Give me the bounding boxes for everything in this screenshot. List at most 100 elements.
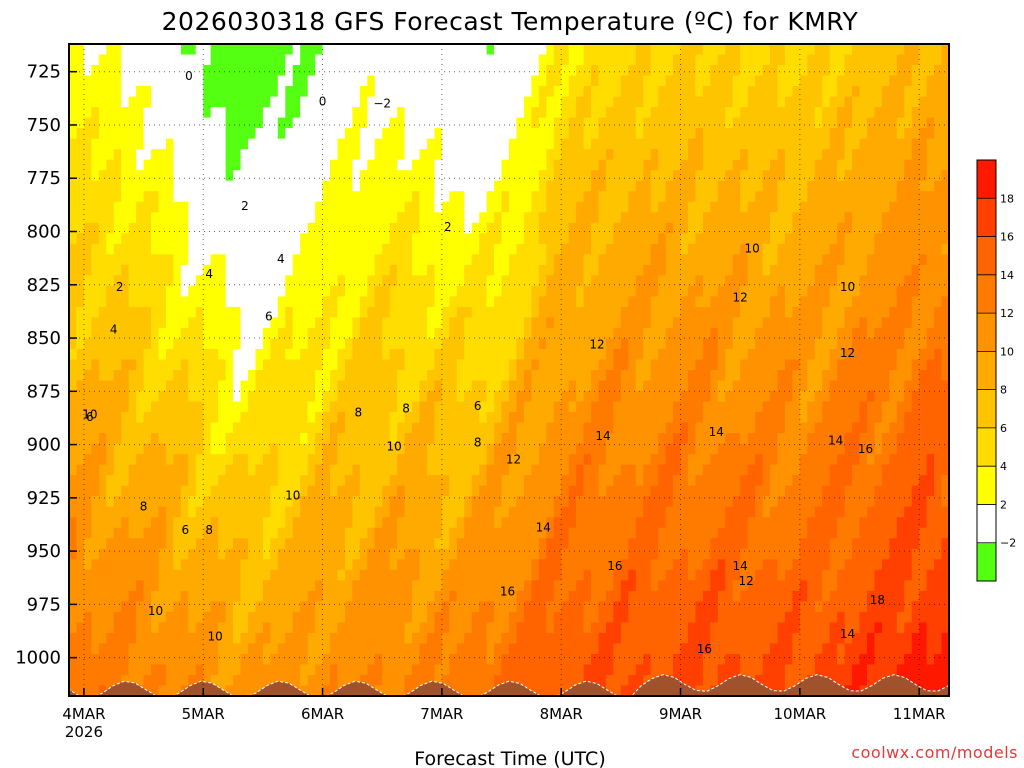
heatmap-cell xyxy=(255,159,264,171)
heatmap-cell xyxy=(441,475,450,487)
heatmap-cell xyxy=(583,159,592,171)
heatmap-cell xyxy=(665,370,674,382)
heatmap-cell xyxy=(158,674,167,687)
heatmap-cell xyxy=(441,201,450,213)
heatmap-cell xyxy=(568,317,577,329)
heatmap-cell xyxy=(665,65,674,77)
heatmap-cell xyxy=(434,454,443,466)
heatmap-cell xyxy=(106,149,115,161)
heatmap-cell xyxy=(180,149,189,161)
heatmap-cell xyxy=(658,327,667,340)
heatmap-cell xyxy=(262,264,271,276)
heatmap-cell xyxy=(352,653,361,666)
heatmap-cell xyxy=(628,128,637,140)
heatmap-cell xyxy=(613,422,622,434)
heatmap-cell xyxy=(583,433,592,445)
heatmap-cell xyxy=(367,264,376,276)
heatmap-cell xyxy=(382,674,391,687)
heatmap-cell xyxy=(538,485,547,497)
heatmap-cell xyxy=(576,422,585,434)
heatmap-cell xyxy=(113,348,122,361)
heatmap-cell xyxy=(583,306,592,319)
heatmap-cell xyxy=(277,559,286,571)
heatmap-cell xyxy=(598,75,607,87)
heatmap-cell xyxy=(419,44,428,56)
heatmap-cell xyxy=(98,243,107,255)
heatmap-cell xyxy=(98,548,107,560)
heatmap-cell xyxy=(98,264,107,276)
heatmap-cell xyxy=(285,380,294,392)
heatmap-cell xyxy=(501,65,510,77)
heatmap-cell xyxy=(486,412,495,424)
heatmap-cell xyxy=(262,580,271,592)
heatmap-cell xyxy=(143,517,152,529)
heatmap-cell xyxy=(337,664,346,676)
heatmap-cell xyxy=(591,559,600,571)
heatmap-cell xyxy=(449,65,458,77)
heatmap-cell xyxy=(471,149,480,161)
heatmap-cell xyxy=(523,653,532,666)
heatmap-cell xyxy=(180,296,189,308)
heatmap-cell xyxy=(151,86,160,98)
heatmap-cell xyxy=(397,517,406,529)
heatmap-cell xyxy=(635,117,644,129)
heatmap-cell xyxy=(255,128,264,140)
heatmap-cell xyxy=(464,243,473,255)
heatmap-cell xyxy=(464,380,473,392)
heatmap-cell xyxy=(247,306,257,319)
heatmap-cell xyxy=(180,527,189,539)
heatmap-cell xyxy=(337,254,346,266)
heatmap-cell xyxy=(210,44,219,56)
heatmap-cell xyxy=(83,65,92,77)
heatmap-cell xyxy=(568,653,577,666)
heatmap-cell xyxy=(419,149,428,161)
heatmap-cell xyxy=(210,86,219,98)
heatmap-cell xyxy=(307,643,316,655)
heatmap-cell xyxy=(218,380,227,392)
heatmap-cell xyxy=(605,275,615,287)
heatmap-cell xyxy=(501,391,510,403)
heatmap-cell xyxy=(591,643,600,655)
heatmap-cell xyxy=(464,475,473,487)
heatmap-cell xyxy=(419,559,428,571)
heatmap-cell xyxy=(628,454,637,466)
heatmap-cell xyxy=(568,391,577,403)
heatmap-cell xyxy=(330,527,339,539)
heatmap-cell xyxy=(501,54,510,66)
heatmap-cell xyxy=(285,401,294,413)
heatmap-cell xyxy=(195,454,204,466)
heatmap-cell xyxy=(382,317,391,329)
heatmap-cell xyxy=(449,306,458,319)
heatmap-cell xyxy=(113,201,122,213)
heatmap-cell xyxy=(456,86,465,98)
heatmap-cell xyxy=(546,496,555,508)
heatmap-cell xyxy=(628,117,637,129)
heatmap-cell xyxy=(397,506,406,518)
heatmap-cell xyxy=(397,632,406,645)
heatmap-cell xyxy=(434,233,443,245)
heatmap-cell xyxy=(247,159,257,171)
heatmap-cell xyxy=(210,243,219,255)
heatmap-cell xyxy=(270,454,279,466)
heatmap-cell xyxy=(643,622,652,634)
heatmap-cell xyxy=(143,86,152,98)
heatmap-cell xyxy=(255,380,264,392)
heatmap-cell xyxy=(643,569,652,581)
heatmap-cell xyxy=(568,201,577,213)
heatmap-cell xyxy=(628,632,637,645)
heatmap-cell xyxy=(553,306,562,319)
heatmap-cell xyxy=(337,454,346,466)
heatmap-cell xyxy=(605,643,615,655)
heatmap-cell xyxy=(218,348,227,361)
heatmap-cell xyxy=(531,317,540,329)
heatmap-cell xyxy=(591,622,600,634)
heatmap-cell xyxy=(546,569,555,581)
heatmap-cell xyxy=(531,296,540,308)
heatmap-cell xyxy=(195,412,204,424)
heatmap-cell xyxy=(605,632,615,645)
heatmap-cell xyxy=(531,433,540,445)
heatmap-cell xyxy=(598,527,607,539)
heatmap-cell xyxy=(665,401,674,413)
heatmap-cell xyxy=(397,370,406,382)
heatmap-cell xyxy=(247,65,257,77)
